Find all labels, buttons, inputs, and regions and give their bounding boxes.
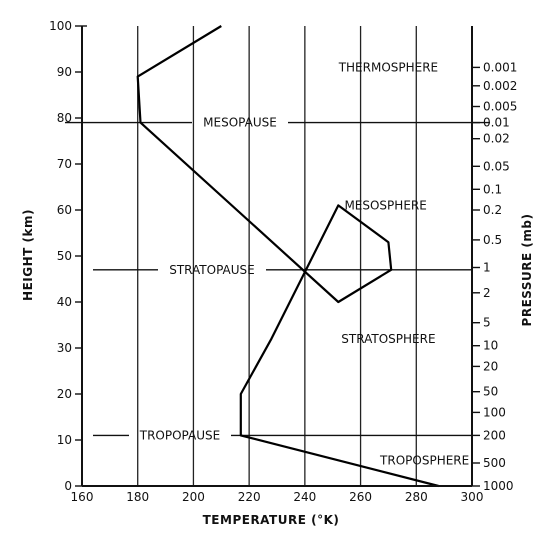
y-tick-label: 20 — [57, 387, 72, 401]
pressure-tick-label: 500 — [483, 456, 506, 470]
y2-axis-title: PRESSURE (mb) — [520, 214, 534, 327]
x-tick-label: 200 — [182, 490, 205, 504]
grid — [137, 26, 417, 486]
y-tick-label: 50 — [57, 249, 72, 263]
layer-label: MESOSPHERE — [344, 198, 426, 212]
x-tick-label: 260 — [349, 490, 372, 504]
pressure-tick-label: 2 — [483, 286, 491, 300]
pressure-tick-label: 0.5 — [483, 233, 502, 247]
pressure-tick-label: 50 — [483, 385, 498, 399]
pressure-tick-label: 0.01 — [483, 116, 510, 130]
pressure-tick-label: 0.2 — [483, 203, 502, 217]
y-tick-label: 0 — [64, 479, 72, 493]
x-tick-label: 240 — [293, 490, 316, 504]
y-axis-title: HEIGHT (km) — [21, 209, 35, 301]
y-tick-label: 40 — [57, 295, 72, 309]
pressure-tick-label: 10 — [483, 339, 498, 353]
x-tick-label: 160 — [71, 490, 94, 504]
y-tick-label: 60 — [57, 203, 72, 217]
pressure-tick-label: 20 — [483, 359, 498, 373]
pressure-tick-label: 0.05 — [483, 159, 510, 173]
x-tick-label: 180 — [126, 490, 149, 504]
x-tick-label: 300 — [461, 490, 484, 504]
pressure-tick-label: 1000 — [483, 479, 514, 493]
pressure-tick-label: 0.1 — [483, 182, 502, 196]
y-tick-label: 10 — [57, 433, 72, 447]
x-tick-label: 220 — [238, 490, 261, 504]
pressure-tick-label: 1 — [483, 261, 491, 275]
temperature-curve — [136, 25, 439, 488]
temperature-curve-group — [136, 25, 439, 488]
pressure-tick-label: 0.001 — [483, 60, 517, 74]
y-tick-label: 80 — [57, 111, 72, 125]
boundary-label: MESOPAUSE — [203, 116, 277, 130]
boundary-label: STRATOPAUSE — [169, 263, 255, 277]
axes: 160 180 200 220 240 260 280 3000102030405060708… — [49, 19, 517, 504]
pressure-tick-label: 200 — [483, 428, 506, 442]
pressure-tick-label: 0.002 — [483, 79, 517, 93]
pressure-tick-label: 100 — [483, 405, 506, 419]
layer-label: THERMOSPHERE — [338, 60, 438, 74]
layer-label: TROPOSPHERE — [379, 454, 469, 468]
layer-label: STRATOSPHERE — [341, 332, 435, 346]
pressure-tick-label: 0.005 — [483, 100, 517, 114]
boundary-label: TROPOPAUSE — [139, 428, 220, 442]
boundary-lines: MESOPAUSE STRATOPAUSE TROPOPAUSE — [65, 116, 490, 442]
y-tick-label: 100 — [49, 19, 72, 33]
pressure-tick-label: 0.02 — [483, 132, 510, 146]
pressure-tick-label: 5 — [483, 316, 491, 330]
x-axis-title: TEMPERATURE (°K) — [203, 513, 340, 527]
x-tick-label: 280 — [405, 490, 428, 504]
y-tick-label: 30 — [57, 341, 72, 355]
y-tick-label: 70 — [57, 157, 72, 171]
y-tick-label: 90 — [57, 65, 72, 79]
layer-labels: THERMOSPHERE MESOSPHERE STRATOSPHERE TROPOS… — [338, 60, 470, 467]
